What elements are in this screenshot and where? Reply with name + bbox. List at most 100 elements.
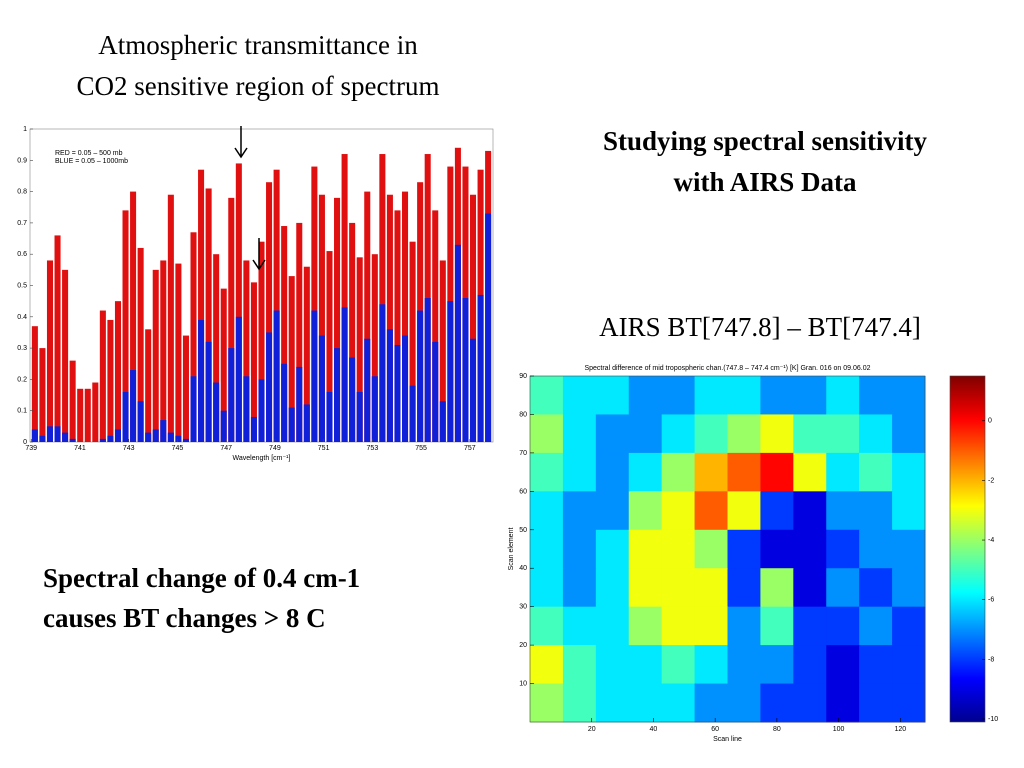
heat-cell (859, 683, 893, 723)
bar (213, 254, 220, 442)
bar (243, 260, 250, 442)
heat-cell (793, 491, 827, 531)
heat-cell (826, 645, 860, 685)
heat-cell (793, 376, 827, 415)
heat-cell (859, 376, 893, 415)
heading: Studying spectral sensitivity (603, 126, 928, 156)
heat-cell (859, 529, 893, 569)
heat-cell (727, 606, 761, 646)
x-tick-label: 741 (74, 445, 86, 452)
heat-cell (562, 645, 597, 685)
note: causes BT changes > 8 C (43, 603, 326, 633)
heat-cell (628, 491, 663, 531)
bar (356, 257, 363, 442)
bar (31, 326, 38, 442)
heat-cell (530, 452, 564, 492)
bar (167, 432, 174, 442)
bar (220, 288, 227, 442)
bar (326, 251, 333, 442)
bar (296, 366, 303, 442)
bar (341, 154, 348, 443)
heat-cell (859, 414, 893, 454)
x-tick-label: 120 (894, 726, 906, 733)
heat-cell (793, 414, 827, 454)
bar (273, 310, 280, 442)
heat-cell (661, 414, 696, 454)
heat-cell (727, 452, 761, 492)
heading: with AIRS Data (673, 167, 857, 197)
plot-frame (529, 375, 926, 723)
heat-cell (595, 568, 630, 608)
bar (107, 435, 114, 442)
heat-cell (628, 529, 663, 569)
x-tick-label: 40 (650, 726, 658, 733)
heat-cell (859, 568, 893, 608)
colorbar-tick-label: -6 (988, 597, 994, 604)
bar-chart: 0 0.1 0.2 0.3 0.4 0.5 0.6 0.7 0.8 0.9 1 739 741 743 74… (17, 126, 494, 462)
heat-cell (892, 414, 926, 454)
y-tick-label: 80 (519, 411, 527, 418)
heat-cell (793, 606, 827, 646)
heatmap-title: Spectral difference of mid tropospheric … (584, 365, 870, 372)
y-tick-label: 10 (519, 681, 527, 688)
bar (182, 438, 189, 442)
bar (198, 319, 205, 442)
x-axis-label: Wavelength [cm⁻¹] (233, 455, 291, 462)
heat-cell (892, 452, 926, 492)
bar (250, 282, 257, 442)
heat-cell (760, 452, 794, 492)
bar (122, 210, 129, 442)
bar (477, 294, 484, 442)
bar (205, 188, 212, 442)
legend-entry: BLUE = 0.05 – 1000mb (55, 158, 128, 165)
heat-cell (562, 568, 597, 608)
bar (371, 254, 378, 442)
heat-cell (661, 452, 696, 492)
bar (39, 348, 46, 442)
bar (454, 244, 461, 442)
heat-cell (859, 606, 893, 646)
bar (469, 338, 477, 442)
x-tick-label: 743 (123, 445, 135, 452)
bar (371, 376, 378, 442)
bar (54, 426, 61, 442)
heat-cell (628, 568, 663, 608)
heat-cell (661, 568, 696, 608)
heat-cell (628, 683, 663, 723)
heat-cell (793, 529, 827, 569)
bar (228, 197, 235, 442)
heat-cell (661, 606, 696, 646)
x-tick-label: 745 (172, 445, 184, 452)
bar (439, 401, 446, 442)
heat-cell (892, 568, 926, 608)
bar (379, 154, 386, 443)
x-tick-label: 80 (773, 726, 781, 733)
bar (409, 241, 416, 442)
heat-cell (595, 645, 630, 685)
bar (107, 319, 114, 442)
heat-cell (530, 529, 564, 569)
bar (190, 376, 197, 442)
bar (114, 429, 121, 442)
bar (432, 341, 439, 442)
heat-cell (760, 491, 794, 531)
heat-cell (694, 376, 728, 415)
bar (417, 310, 424, 442)
y-tick-label: 1 (23, 126, 27, 133)
heat-cell (661, 529, 696, 569)
heat-cell (694, 606, 728, 646)
colorbar-tick-label: -2 (988, 477, 994, 484)
heat-cell (530, 414, 564, 454)
heat-cell (628, 645, 663, 685)
bar (349, 357, 356, 442)
heat-cell (760, 568, 794, 608)
heat-cell (760, 376, 794, 415)
bar (311, 310, 318, 442)
chart-title: CO2 sensitive region of spectrum (77, 71, 440, 101)
x-tick-label: 100 (833, 726, 845, 733)
heat-cell (694, 491, 728, 531)
heat-cell (628, 414, 663, 454)
heat-cell (826, 529, 860, 569)
bar (334, 348, 341, 442)
heat-cell (694, 645, 728, 685)
